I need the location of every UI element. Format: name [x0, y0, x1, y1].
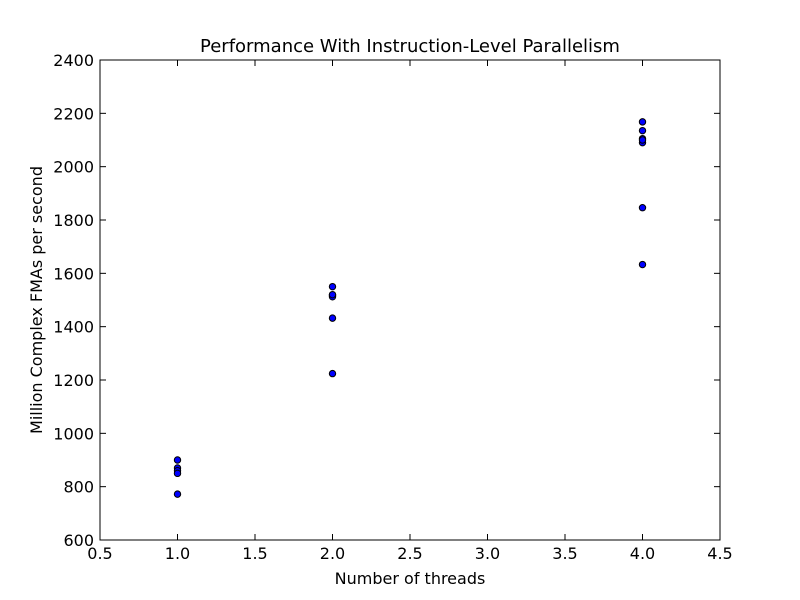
- y-tick-label: 1200: [53, 371, 94, 390]
- x-axis-label: Number of threads: [335, 569, 486, 588]
- scatter-point: [173, 456, 182, 464]
- x-tick-label: 2.0: [320, 544, 345, 563]
- y-axis-ticks: 600 800 1000 1200 1400 1600 1800 2000 2200 2400: [53, 51, 720, 550]
- scatter-point: [328, 290, 337, 299]
- x-tick-label: 0.5: [87, 544, 112, 563]
- y-tick-label: 600: [63, 531, 94, 550]
- x-tick-label: 1.5: [242, 544, 267, 563]
- chart-title: Performance With Instruction-Level Paral…: [200, 36, 620, 57]
- plot-layer: [173, 118, 647, 498]
- y-tick-label: 2200: [53, 104, 94, 123]
- y-tick-label: 2000: [53, 158, 94, 177]
- y-tick-label: 1400: [53, 318, 94, 337]
- x-tick-label: 3.0: [475, 544, 500, 563]
- scatter-point: [638, 204, 647, 212]
- scatter-point: [328, 369, 337, 378]
- scatter-point: [638, 126, 647, 135]
- y-axis-label: Million Complex FMAs per second: [27, 166, 46, 434]
- scatter-point: [173, 490, 182, 498]
- axes-frame: [99, 59, 721, 541]
- y-tick-label: 1000: [53, 424, 94, 443]
- scatter-point: [328, 314, 337, 322]
- x-tick-label: 4.0: [630, 544, 655, 563]
- scatter-point: [638, 260, 647, 269]
- x-tick-label: 3.5: [552, 544, 577, 563]
- y-tick-label: 1800: [53, 211, 94, 230]
- y-tick-label: 2400: [53, 51, 94, 70]
- scatter-point: [638, 136, 647, 144]
- x-tick-label: 1.0: [165, 544, 190, 563]
- scatter-point: [638, 118, 647, 126]
- y-tick-label: 1600: [53, 264, 94, 283]
- x-tick-label: 4.5: [707, 544, 732, 563]
- scatter-point: [173, 469, 182, 478]
- y-tick-label: 800: [63, 478, 94, 497]
- x-axis-ticks: 0.5 1.0 1.5 2.0 2.5 3.0 3.5 4.0 4.5: [87, 60, 733, 563]
- scatter-point: [328, 282, 337, 291]
- x-tick-label: 2.5: [397, 544, 422, 563]
